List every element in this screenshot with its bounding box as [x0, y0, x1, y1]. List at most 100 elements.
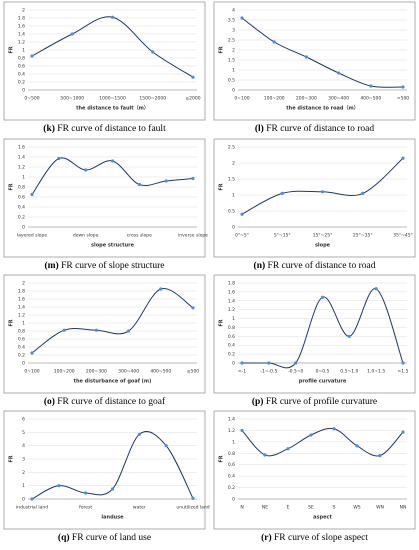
point — [137, 432, 141, 436]
point — [309, 433, 313, 437]
point — [127, 329, 131, 333]
y-tick-label: 1.6 — [228, 289, 235, 295]
y-tick-label: 1 — [232, 68, 235, 74]
point — [191, 75, 195, 79]
x-tick-label: >500 — [397, 96, 409, 102]
y-tick-label: 1 — [232, 439, 235, 445]
y-tick-label: 1 — [22, 321, 25, 327]
curve — [241, 17, 404, 88]
point — [320, 295, 325, 299]
y-tick-label: 0 — [232, 497, 235, 503]
x-tick-label: SE — [308, 505, 314, 511]
y-tick-label: 3 — [232, 28, 235, 34]
point — [151, 50, 155, 54]
y-tick-label: 3 — [22, 457, 25, 463]
x-axis-label: profile curvature — [299, 379, 347, 385]
y-tick-label: 1 — [232, 193, 235, 199]
caption-text: FR curve of land use — [72, 532, 151, 543]
y-tick-label: 1.4 — [18, 32, 25, 38]
curve — [241, 427, 404, 457]
x-tick-label: 500~1000 — [60, 96, 84, 102]
y-tick-label: 0.2 — [18, 215, 25, 221]
y-tick-label: 0.8 — [18, 56, 25, 62]
point — [332, 427, 336, 431]
y-tick-label: 1.5 — [228, 177, 235, 183]
point — [191, 306, 195, 310]
caption: (o) FR curve of distance to goaf — [44, 396, 166, 407]
point — [70, 32, 74, 36]
panel-label: (q) — [58, 532, 70, 543]
panel-label: (r) — [261, 532, 272, 543]
x-tick-label: 1.0~1.5 — [367, 369, 385, 375]
x-tick-label: 300~400 — [328, 96, 349, 102]
y-axis-label: FR — [219, 455, 225, 462]
x-tick-label: 0~100 — [234, 96, 249, 102]
y-tick-label: 2 — [22, 281, 25, 287]
chart-frame — [3, 410, 206, 530]
chart-frame — [213, 274, 416, 394]
y-tick-label: 1.4 — [18, 155, 25, 161]
y-tick-label: 0.4 — [228, 474, 235, 480]
point — [191, 496, 195, 500]
point — [304, 55, 308, 59]
point — [263, 453, 267, 457]
x-tick-label: NN — [400, 505, 407, 511]
panel-label: (k) — [43, 123, 55, 134]
x-tick-label: E — [287, 505, 290, 511]
x-tick-label: 200~300 — [296, 96, 317, 102]
x-tick-label: 15°~25° — [313, 233, 333, 239]
y-tick-label: 0.4 — [18, 205, 25, 211]
x-axis-label: the distance to fault（m） — [76, 106, 149, 112]
caption-text: FR curve of distance to goaf — [57, 396, 166, 407]
y-tick-label: 2 — [22, 470, 25, 476]
chart-frame — [213, 410, 416, 530]
y-tick-label: 0.2 — [228, 352, 235, 358]
y-tick-label: 1.8 — [18, 289, 25, 295]
y-tick-label: 0 — [22, 225, 25, 231]
point — [164, 444, 168, 448]
y-tick-label: 0.6 — [228, 334, 235, 340]
x-tick-label: NE — [262, 505, 268, 511]
point — [401, 85, 405, 89]
caption-text: FR curve of profile curvature — [266, 396, 377, 407]
point — [337, 71, 341, 75]
x-tick-label: 100~200 — [54, 369, 75, 375]
caption: (r) FR curve of slope aspect — [261, 532, 368, 543]
x-tick-label: forest — [79, 505, 92, 511]
y-tick-label: 1 — [232, 316, 235, 322]
caption-text: FR curve of distance to fault — [57, 123, 166, 134]
x-tick-label: 0~0.5 — [316, 369, 330, 375]
point — [272, 40, 276, 44]
chart-frame — [3, 1, 206, 121]
point — [347, 334, 351, 338]
y-tick-label: 1.8 — [18, 16, 25, 22]
point — [57, 484, 61, 488]
point — [378, 453, 382, 458]
point — [164, 179, 168, 183]
x-tick-label: WS — [353, 505, 360, 511]
y-tick-label: 0 — [22, 497, 25, 503]
y-tick-label: 0.2 — [18, 80, 25, 86]
y-axis-label: FR — [219, 183, 225, 190]
y-tick-label: 0 — [22, 361, 25, 367]
x-tick-label: 1000~1500 — [99, 96, 126, 102]
x-tick-label: S — [333, 505, 336, 511]
point — [137, 182, 141, 187]
point — [294, 361, 298, 365]
y-tick-label: 0.2 — [228, 485, 235, 491]
point — [110, 159, 115, 163]
x-tick-label: 25°~35° — [353, 233, 373, 239]
y-tick-label: 4 — [232, 8, 235, 14]
x-tick-label: 300~400 — [118, 369, 139, 375]
x-tick-label: 0.5~1.0 — [340, 369, 358, 375]
x-tick-label: <-1 — [238, 369, 246, 375]
caption-text: FR curve of slope structure — [61, 260, 164, 271]
panel-label: (n) — [254, 260, 266, 271]
x-tick-label: -1~-0.5 — [260, 369, 277, 375]
y-tick-label: 0 — [22, 88, 25, 94]
x-axis-label: the distance to road（m） — [286, 106, 358, 112]
y-tick-label: 0 — [232, 225, 235, 231]
x-tick-label: inverse slope — [178, 233, 208, 239]
y-tick-label: 5 — [22, 430, 25, 436]
